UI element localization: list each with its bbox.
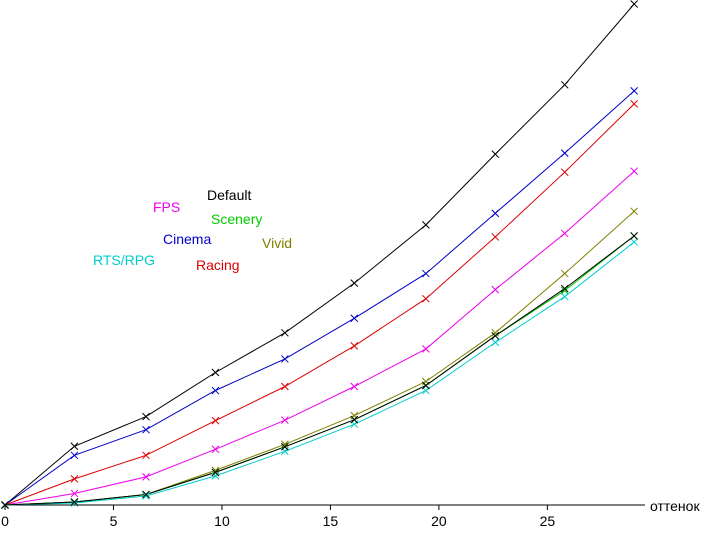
data-point-marker bbox=[630, 86, 639, 95]
series-line-fps bbox=[4, 170, 635, 506]
data-point-marker bbox=[560, 286, 569, 295]
data-point-marker bbox=[211, 416, 220, 425]
data-point-marker bbox=[422, 294, 430, 303]
series-line-rts-rpg bbox=[4, 241, 635, 506]
legend-label-scenery: Scenery bbox=[211, 211, 262, 227]
series-markers bbox=[1, 0, 639, 509]
data-point-marker bbox=[630, 238, 639, 246]
data-point-marker bbox=[281, 355, 289, 363]
series-lines bbox=[4, 3, 635, 506]
x-tick-label: 25 bbox=[540, 513, 556, 529]
data-point-marker bbox=[560, 80, 569, 89]
x-tick-label: 15 bbox=[323, 513, 339, 529]
data-point-marker bbox=[211, 368, 220, 377]
data-point-marker bbox=[491, 209, 500, 218]
data-point-marker bbox=[491, 150, 500, 158]
legend-label-fps: FPS bbox=[153, 199, 180, 215]
data-point-marker bbox=[422, 345, 430, 353]
data-point-marker bbox=[630, 232, 639, 240]
data-point-marker bbox=[350, 411, 359, 420]
data-point-marker bbox=[211, 466, 220, 475]
data-point-marker bbox=[281, 442, 289, 451]
data-point-marker bbox=[422, 221, 430, 229]
data-point-marker bbox=[211, 386, 220, 395]
data-point-marker bbox=[491, 233, 500, 241]
data-point-marker bbox=[211, 445, 220, 454]
data-point-marker bbox=[211, 468, 220, 477]
x-axis-label: оттенок bbox=[650, 498, 700, 514]
legend-label-default: Default bbox=[207, 187, 251, 203]
data-point-marker bbox=[70, 451, 79, 460]
series-line-scenery bbox=[4, 235, 635, 506]
x-tick-label: 10 bbox=[214, 513, 230, 529]
data-point-marker bbox=[350, 382, 359, 391]
data-point-marker bbox=[422, 269, 430, 278]
data-point-marker bbox=[350, 314, 359, 323]
data-point-marker bbox=[350, 415, 359, 424]
data-point-marker bbox=[142, 412, 150, 421]
data-point-marker bbox=[142, 473, 150, 481]
data-point-marker bbox=[1, 501, 9, 509]
data-point-marker bbox=[281, 440, 289, 449]
data-point-marker bbox=[422, 381, 430, 390]
x-tick-label: 20 bbox=[431, 513, 447, 529]
data-point-marker bbox=[560, 168, 569, 177]
data-point-marker bbox=[630, 167, 639, 176]
series-line-cinema bbox=[4, 90, 635, 506]
data-point-marker bbox=[70, 442, 79, 451]
x-tick-label: 0 bbox=[1, 513, 9, 529]
data-point-marker bbox=[70, 499, 79, 507]
data-point-marker bbox=[70, 489, 79, 498]
data-point-marker bbox=[491, 338, 500, 347]
legend-label-cinema: Cinema bbox=[163, 231, 211, 247]
series-line-racing bbox=[4, 103, 635, 506]
axes: 0 5 10 15 20 25 bbox=[1, 504, 645, 529]
series-line-default bbox=[4, 3, 635, 506]
data-point-marker bbox=[630, 0, 639, 8]
data-point-marker bbox=[142, 451, 150, 460]
x-tick-label: 5 bbox=[110, 513, 118, 529]
data-point-marker bbox=[491, 331, 500, 340]
series-line-unnamed bbox=[4, 235, 635, 506]
data-point-marker bbox=[350, 279, 359, 287]
data-point-marker bbox=[630, 207, 639, 216]
data-point-marker bbox=[70, 498, 79, 506]
legend-label-vivid: Vivid bbox=[262, 235, 292, 251]
data-point-marker bbox=[281, 382, 289, 391]
data-point-marker bbox=[560, 149, 569, 157]
data-point-marker bbox=[70, 475, 79, 483]
legend-label-rts-rpg: RTS/RPG bbox=[93, 252, 155, 268]
data-point-marker bbox=[560, 269, 569, 278]
data-point-marker bbox=[560, 229, 569, 238]
data-point-marker bbox=[422, 377, 430, 386]
data-point-marker bbox=[350, 342, 359, 350]
data-point-marker bbox=[142, 425, 150, 434]
data-point-marker bbox=[281, 328, 289, 337]
data-point-marker bbox=[142, 490, 150, 499]
data-point-marker bbox=[211, 472, 220, 480]
data-point-marker bbox=[560, 284, 569, 293]
data-point-marker bbox=[142, 492, 150, 500]
data-point-marker bbox=[281, 416, 289, 425]
data-point-marker bbox=[560, 292, 569, 301]
data-point-marker bbox=[630, 100, 639, 108]
legend-label-racing: Racing bbox=[196, 257, 240, 273]
data-point-marker bbox=[491, 285, 500, 294]
data-point-marker bbox=[491, 328, 500, 337]
